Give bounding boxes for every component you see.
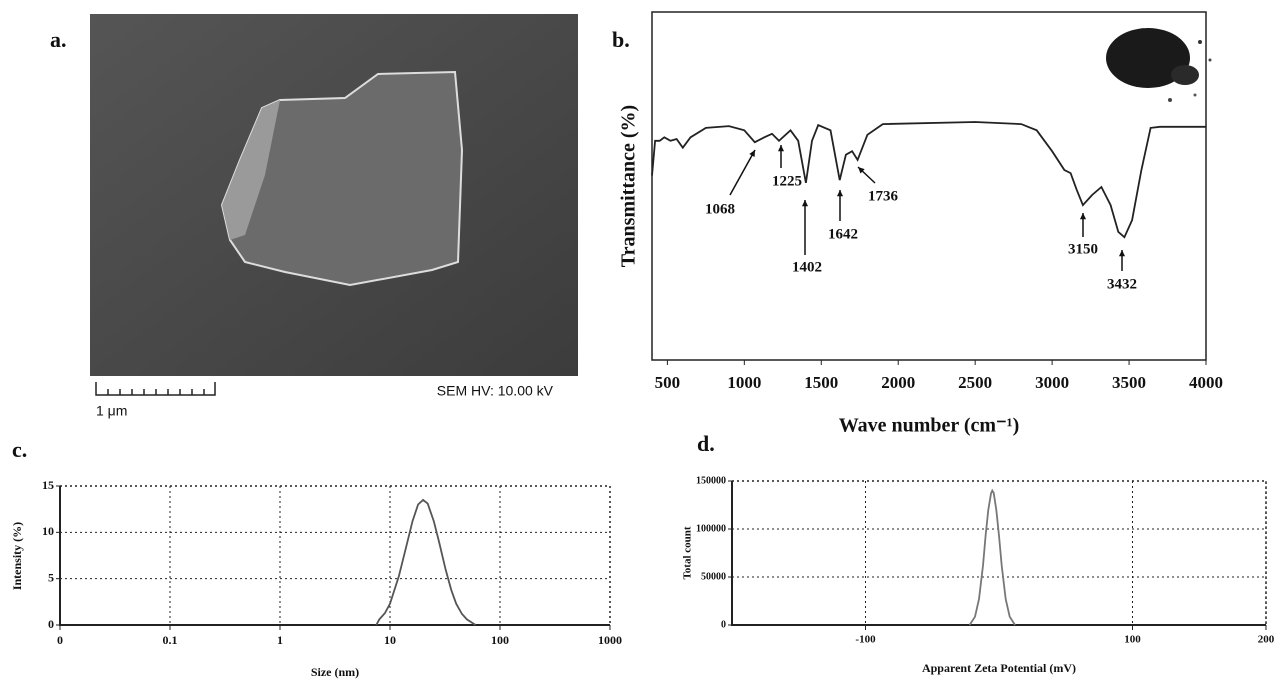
- x-axis-label: Apparent Zeta Potential (mV): [922, 661, 1076, 675]
- x-tick-label: 1000: [727, 373, 761, 392]
- arrow-head: [836, 190, 844, 197]
- y-tick-label: 5: [48, 570, 54, 584]
- plot-frame-dotted: [732, 480, 1267, 625]
- y-axis-label: Transmittance (%): [618, 105, 640, 267]
- annotation: 1642: [828, 226, 858, 242]
- data-line: [375, 498, 477, 626]
- data-line: [651, 121, 1206, 239]
- y-tick-label: 10: [42, 524, 54, 538]
- scale-label: 1 μm: [96, 403, 127, 419]
- axes: [59, 486, 610, 626]
- arrow-head: [777, 145, 785, 152]
- plot-frame-dotted: [60, 485, 611, 625]
- x-tick-label: 1000: [598, 633, 622, 647]
- data-line: [968, 488, 1016, 626]
- panel-label: a.: [50, 27, 67, 52]
- x-tick-label: 1: [277, 633, 283, 647]
- annotation: 3150: [1068, 241, 1098, 257]
- y-tick-label: 100000: [696, 523, 726, 534]
- plot-frame: [651, 11, 1207, 361]
- x-tick-label: 3500: [1112, 373, 1146, 392]
- x-axis-label: Wave number (cm⁻¹): [839, 415, 1020, 437]
- annotation: 3432: [1107, 276, 1137, 292]
- y-axis-label: Total count: [682, 526, 694, 579]
- sem-flake-edge: [222, 100, 280, 240]
- y-tick-label: 50000: [701, 571, 726, 582]
- annotation: 1402: [792, 259, 822, 275]
- y-tick-label: 0: [48, 617, 54, 631]
- x-tick-label: 500: [655, 373, 681, 392]
- panel-label: d.: [697, 431, 715, 456]
- arrow-head: [1079, 213, 1087, 220]
- arrow-head: [801, 200, 809, 207]
- x-tick-label: -100: [855, 634, 876, 646]
- arrow-head: [1118, 250, 1126, 257]
- scale-bar: [95, 382, 216, 396]
- y-axis-label: Intensity (%): [10, 522, 24, 590]
- x-tick-label: 100: [491, 633, 509, 647]
- sem-info: SEM HV: 10.00 kV: [437, 383, 554, 399]
- panel-label: b.: [612, 27, 630, 52]
- x-axis-label: Size (nm): [311, 665, 359, 679]
- y-tick-label: 0: [721, 619, 726, 630]
- annotation-arrow: [729, 149, 756, 196]
- x-tick-label: 0: [57, 633, 63, 647]
- powder-inset: [1106, 28, 1212, 102]
- arrow-head: [749, 150, 755, 157]
- x-tick-label: 0.1: [163, 633, 178, 647]
- arrow-head: [858, 167, 865, 174]
- x-tick-label: 10: [384, 633, 396, 647]
- x-tick-label: 100: [1124, 634, 1141, 646]
- x-tick-label: 3000: [1035, 373, 1069, 392]
- annotation: 1736: [868, 188, 899, 204]
- annotation: 1068: [705, 201, 735, 217]
- annotation: 1225: [772, 173, 802, 189]
- y-tick-label: 15: [42, 478, 54, 492]
- x-tick-label: 2500: [958, 373, 992, 392]
- x-tick-label: 1500: [804, 373, 838, 392]
- panel-label: c.: [12, 437, 27, 462]
- axes: [731, 481, 1266, 626]
- x-tick-label: 4000: [1189, 373, 1223, 392]
- x-tick-label: 200: [1258, 634, 1275, 646]
- x-tick-label: 2000: [881, 373, 915, 392]
- y-tick-label: 150000: [696, 475, 726, 486]
